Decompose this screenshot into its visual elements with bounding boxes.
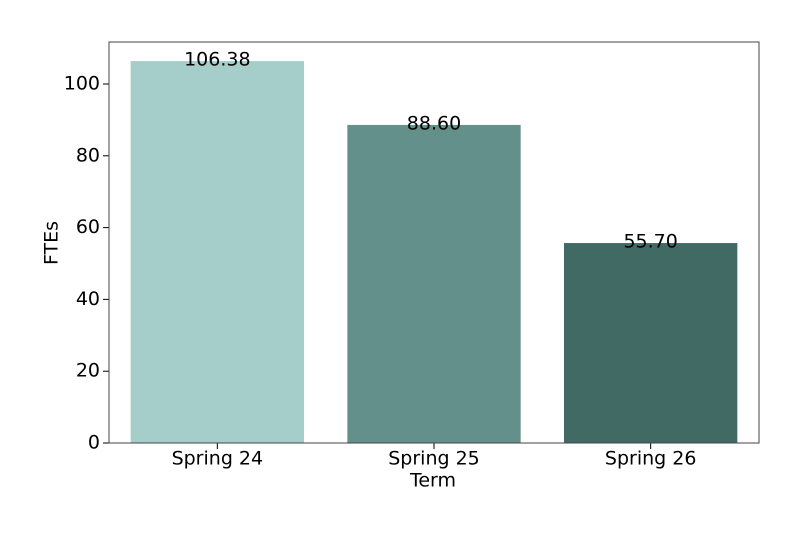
- bar: [564, 243, 738, 443]
- x-axis-label: Term: [409, 470, 456, 492]
- y-tick-label: 60: [76, 216, 100, 238]
- x-tick-label: Spring 26: [605, 448, 697, 470]
- x-tick-label: Spring 24: [172, 448, 264, 470]
- value-label: 106.38: [184, 49, 250, 71]
- y-tick-label: 0: [88, 432, 100, 454]
- bar: [130, 61, 304, 443]
- value-label: 88.60: [407, 112, 461, 134]
- y-axis-label: FTEs: [41, 221, 63, 265]
- x-tick-label: Spring 25: [388, 448, 480, 470]
- bar: [347, 124, 521, 444]
- y-tick-label: 20: [76, 360, 100, 382]
- y-tick-label: 100: [64, 73, 100, 95]
- plot-frame: [108, 41, 760, 444]
- value-label: 55.70: [623, 231, 677, 253]
- y-tick-label: 80: [76, 144, 100, 166]
- y-tick-label: 40: [76, 288, 100, 310]
